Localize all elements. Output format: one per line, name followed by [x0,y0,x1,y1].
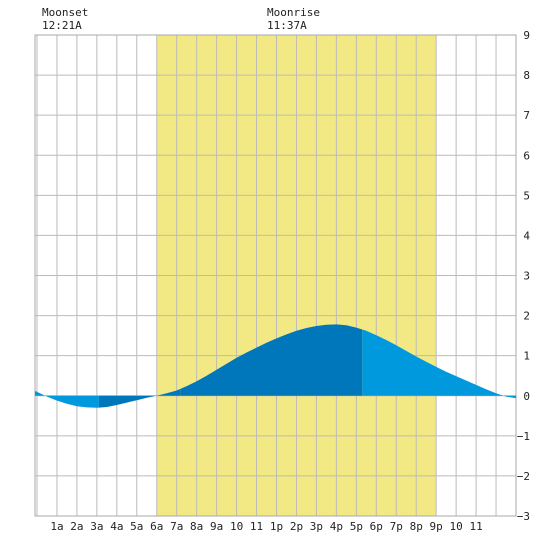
x-tick-label: 4p [330,520,343,533]
x-tick-label: 9p [430,520,443,533]
tide-area-segment [180,324,363,396]
x-tick-label: 5a [130,520,143,533]
x-tick-label: 9a [210,520,223,533]
y-tick-label: 9 [523,29,530,42]
y-tick-label: −2 [517,470,530,483]
y-tick-label: 1 [523,350,530,363]
x-tick-label: 1a [50,520,63,533]
x-tick-label: 4a [110,520,123,533]
moonset-label: Moonset [42,6,88,19]
x-tick-label: 10 [230,520,243,533]
y-tick-label: 2 [523,310,530,323]
x-tick-label: 6p [370,520,383,533]
x-tick-label: 3a [90,520,103,533]
x-tick-label: 5p [350,520,363,533]
y-tick-label: 0 [523,390,530,403]
tide-area-segment [35,390,99,408]
tide-area-segment [98,388,181,408]
y-tick-label: 4 [523,229,530,242]
x-tick-label: 10 [449,520,462,533]
x-tick-label: 7p [390,520,403,533]
tide-area-segment [362,329,516,399]
moonrise-time: 11:37A [267,19,307,32]
moonset-time: 12:21A [42,19,82,32]
x-tick-label: 7a [170,520,183,533]
x-tick-label: 11 [469,520,482,533]
x-tick-label: 11 [250,520,263,533]
x-tick-label: 2p [290,520,303,533]
x-tick-label: 6a [150,520,163,533]
y-tick-label: −3 [517,510,530,523]
y-tick-label: 6 [523,149,530,162]
x-tick-label: 3p [310,520,323,533]
y-tick-label: 5 [523,189,530,202]
moonrise-label: Moonrise [267,6,320,19]
x-tick-label: 1p [270,520,283,533]
y-tick-label: −1 [517,430,530,443]
y-tick-label: 7 [523,109,530,122]
y-tick-label: 8 [523,69,530,82]
y-tick-label: 3 [523,270,530,283]
plot-border [34,34,517,517]
x-tick-label: 8a [190,520,203,533]
x-tick-label: 8p [410,520,423,533]
x-tick-label: 2a [70,520,83,533]
